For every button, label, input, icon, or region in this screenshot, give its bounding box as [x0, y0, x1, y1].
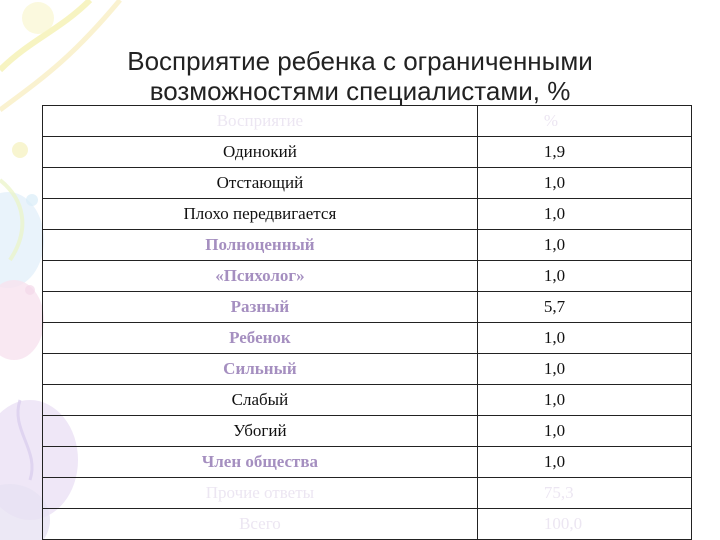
row-value: 1,0 — [476, 384, 693, 416]
row-label: «Психолог» — [42, 260, 478, 292]
table-row: Всего 100,0 — [42, 508, 693, 540]
table-row: Убогий 1,0 — [42, 415, 693, 447]
row-value: 100,0 — [476, 508, 693, 540]
row-value: 1,0 — [476, 260, 693, 292]
table-row: «Психолог» 1,0 — [42, 260, 693, 292]
row-value: % — [476, 105, 693, 137]
table-row: Полноценный 1,0 — [42, 229, 693, 261]
row-value: 1,0 — [476, 229, 693, 261]
row-value: 1,0 — [476, 198, 693, 230]
table-row: Отстающий 1,0 — [42, 167, 693, 199]
table-row: Член общества 1,0 — [42, 446, 693, 478]
table-row: Разный 5,7 — [42, 291, 693, 323]
row-value: 1,0 — [476, 353, 693, 385]
row-label: Убогий — [42, 415, 478, 447]
row-value: 1,9 — [476, 136, 693, 168]
row-value: 75,3 — [476, 477, 693, 509]
row-label: Слабый — [42, 384, 478, 416]
data-table: Восприятие % Одинокий 1,9 Отстающий 1,0 … — [42, 105, 693, 540]
table-row: Ребенок 1,0 — [42, 322, 693, 354]
row-label: Полноценный — [42, 229, 478, 261]
row-label: Одинокий — [42, 136, 478, 168]
row-label: Сильный — [42, 353, 478, 385]
table-row: Одинокий 1,9 — [42, 136, 693, 168]
row-label: Ребенок — [42, 322, 478, 354]
row-label: Прочие ответы — [42, 477, 478, 509]
slide-title: Восприятие ребенка с ограниченными возмо… — [127, 46, 593, 106]
row-label: Член общества — [42, 446, 478, 478]
table-row: Плохо передвигается 1,0 — [42, 198, 693, 230]
row-label: Отстающий — [42, 167, 478, 199]
row-label: Всего — [42, 508, 478, 540]
row-value: 1,0 — [476, 446, 693, 478]
row-label: Плохо передвигается — [42, 198, 478, 230]
row-label: Восприятие — [42, 105, 478, 137]
row-value: 5,7 — [476, 291, 693, 323]
table-row: Восприятие % — [42, 105, 693, 137]
table-row: Слабый 1,0 — [42, 384, 693, 416]
row-value: 1,0 — [476, 167, 693, 199]
row-value: 1,0 — [476, 415, 693, 447]
table-row: Сильный 1,0 — [42, 353, 693, 385]
row-label: Разный — [42, 291, 478, 323]
row-value: 1,0 — [476, 322, 693, 354]
table-row: Прочие ответы 75,3 — [42, 477, 693, 509]
table-body: Восприятие % Одинокий 1,9 Отстающий 1,0 … — [42, 105, 693, 540]
